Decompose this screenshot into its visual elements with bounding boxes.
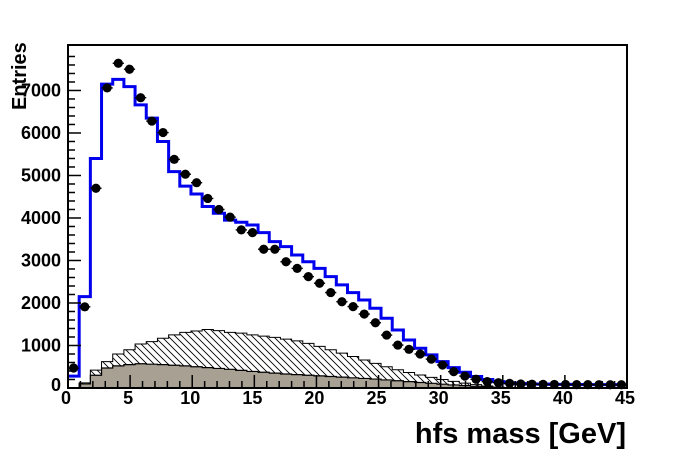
data-points bbox=[67, 58, 628, 390]
tick-label: 1000 bbox=[21, 335, 61, 355]
tick-label: 5 bbox=[123, 388, 133, 408]
tick-label: 2000 bbox=[21, 293, 61, 313]
tick-label: 3000 bbox=[21, 250, 61, 270]
tick-label: 40 bbox=[553, 388, 573, 408]
tick-label: 6000 bbox=[21, 123, 61, 143]
y-axis-title: Entries bbox=[9, 42, 31, 110]
tick-label: 20 bbox=[304, 388, 324, 408]
tick-label: 45 bbox=[615, 388, 635, 408]
tick-label: 10 bbox=[180, 388, 200, 408]
tick-label: 30 bbox=[429, 388, 449, 408]
tick-label: 7000 bbox=[21, 80, 61, 100]
plot-frame bbox=[67, 44, 628, 389]
tick-label: 0 bbox=[61, 388, 71, 408]
tick-label: 35 bbox=[491, 388, 511, 408]
tick-label: 25 bbox=[367, 388, 387, 408]
tick-label: 5000 bbox=[21, 165, 61, 185]
x-axis-title: hfs mass [GeV] bbox=[414, 418, 626, 450]
tick-label: 0 bbox=[51, 375, 61, 395]
tick-label: 15 bbox=[242, 388, 262, 408]
axis-ticks bbox=[67, 55, 628, 389]
axis-tick-labels: 0 1000 2000 3000 4000 5000 6000 7000 0 5 10 15 20 25 3… bbox=[21, 80, 635, 408]
tick-label: 4000 bbox=[21, 208, 61, 228]
